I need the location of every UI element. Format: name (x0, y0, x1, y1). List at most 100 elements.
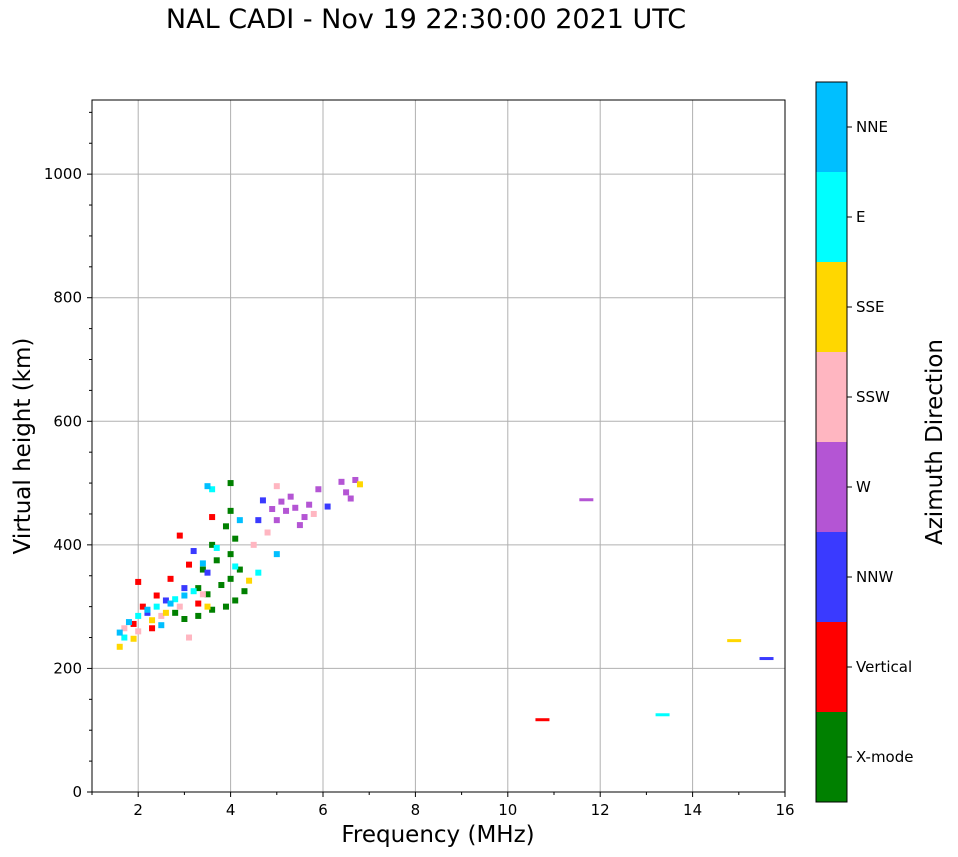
echo-point (199, 566, 206, 573)
echo-point (167, 600, 174, 607)
x-tick-label: 6 (318, 801, 328, 819)
echo-point (579, 498, 594, 502)
echo-point (232, 563, 239, 570)
echo-point (209, 514, 216, 521)
echo-point (356, 481, 363, 488)
y-tick-label: 0 (72, 783, 82, 801)
echo-point (287, 493, 294, 500)
echo-point (195, 600, 202, 607)
echo-point (246, 577, 253, 584)
echo-point (209, 486, 216, 493)
echo-point (121, 625, 128, 632)
colorbar-segment (816, 622, 847, 712)
echo-point (158, 612, 165, 619)
echo-point (273, 517, 280, 524)
echo-point (130, 635, 137, 642)
echo-point (204, 603, 211, 610)
grid-lines (92, 100, 786, 793)
echo-point (292, 504, 299, 511)
colorbar-tick-label: E (856, 208, 865, 226)
echo-point (222, 523, 229, 530)
echo-points (116, 476, 774, 722)
echo-point (204, 483, 211, 490)
colorbar-tick-label: W (856, 478, 871, 496)
colorbar: X-mode Vertical NNW W SSW SSE E NNE (815, 81, 913, 803)
x-tick-label: 16 (775, 801, 794, 819)
echo-point (195, 585, 202, 592)
echo-point (324, 503, 331, 510)
echo-point (273, 551, 280, 558)
echo-point (213, 557, 220, 564)
echo-point (162, 609, 169, 616)
echo-point (139, 603, 146, 610)
echo-point (130, 620, 137, 627)
colorbar-tick-label: SSW (856, 388, 890, 406)
echo-point (121, 634, 128, 641)
x-axis: 2 4 6 8 10 12 14 16 (91, 792, 795, 819)
y-tick-label: 1000 (44, 165, 82, 183)
echo-point (250, 541, 257, 548)
echo-point (176, 603, 183, 610)
echo-point (209, 606, 216, 613)
echo-point (338, 478, 345, 485)
echo-point (343, 489, 350, 496)
x-tick-label: 2 (133, 801, 143, 819)
echo-point (227, 575, 234, 582)
y-tick-label: 800 (53, 289, 82, 307)
chart-title: NAL CADI - Nov 19 22:30:00 2021 UTC (165, 4, 687, 35)
colorbar-segment (816, 712, 847, 802)
echo-point (535, 718, 550, 722)
echo-point (255, 517, 262, 524)
echo-point (144, 609, 151, 616)
echo-point (125, 619, 132, 626)
echo-point (162, 597, 169, 604)
echo-point (352, 476, 359, 483)
colorbar-tick-label: NNW (856, 568, 893, 586)
colorbar-frame (815, 81, 848, 803)
echo-point (264, 529, 271, 536)
echo-point (190, 588, 197, 595)
echo-point (199, 591, 206, 598)
echo-point (655, 713, 670, 717)
echo-point (195, 612, 202, 619)
echo-point (347, 495, 354, 502)
colorbar-segment (816, 262, 847, 352)
echo-point (296, 522, 303, 529)
colorbar-tick-label: NNE (856, 118, 888, 136)
echo-point (222, 603, 229, 610)
colorbar-segment (816, 352, 847, 442)
echo-point (727, 639, 742, 643)
echo-point (190, 548, 197, 555)
y-tick-label: 200 (53, 659, 82, 677)
echo-point (236, 566, 243, 573)
x-tick-label: 14 (683, 801, 702, 819)
echo-point (259, 497, 266, 504)
echo-point (176, 532, 183, 539)
echo-point (310, 510, 317, 517)
echo-point (149, 617, 156, 624)
echo-point (236, 517, 243, 524)
y-axis-label: Virtual height (km) (10, 338, 36, 555)
y-tick-label: 600 (53, 412, 82, 430)
echo-point (269, 506, 276, 513)
echo-point (301, 514, 308, 521)
echo-point (213, 544, 220, 551)
y-tick-label: 400 (53, 536, 82, 554)
echo-point (759, 657, 774, 661)
echo-point (278, 498, 285, 505)
echo-point (186, 634, 193, 641)
echo-point (204, 569, 211, 576)
echo-point (204, 591, 211, 598)
colorbar-segment (816, 532, 847, 622)
echo-point (273, 483, 280, 490)
echo-point (306, 501, 313, 508)
colorbar-segment (816, 82, 847, 172)
echo-point (172, 596, 179, 603)
x-tick-label: 10 (498, 801, 517, 819)
echo-point (116, 643, 123, 650)
x-tick-label: 12 (591, 801, 610, 819)
colorbar-tick-label: X-mode (856, 748, 913, 766)
echo-point (149, 625, 156, 632)
echo-point (135, 628, 142, 635)
echo-point (232, 535, 239, 542)
